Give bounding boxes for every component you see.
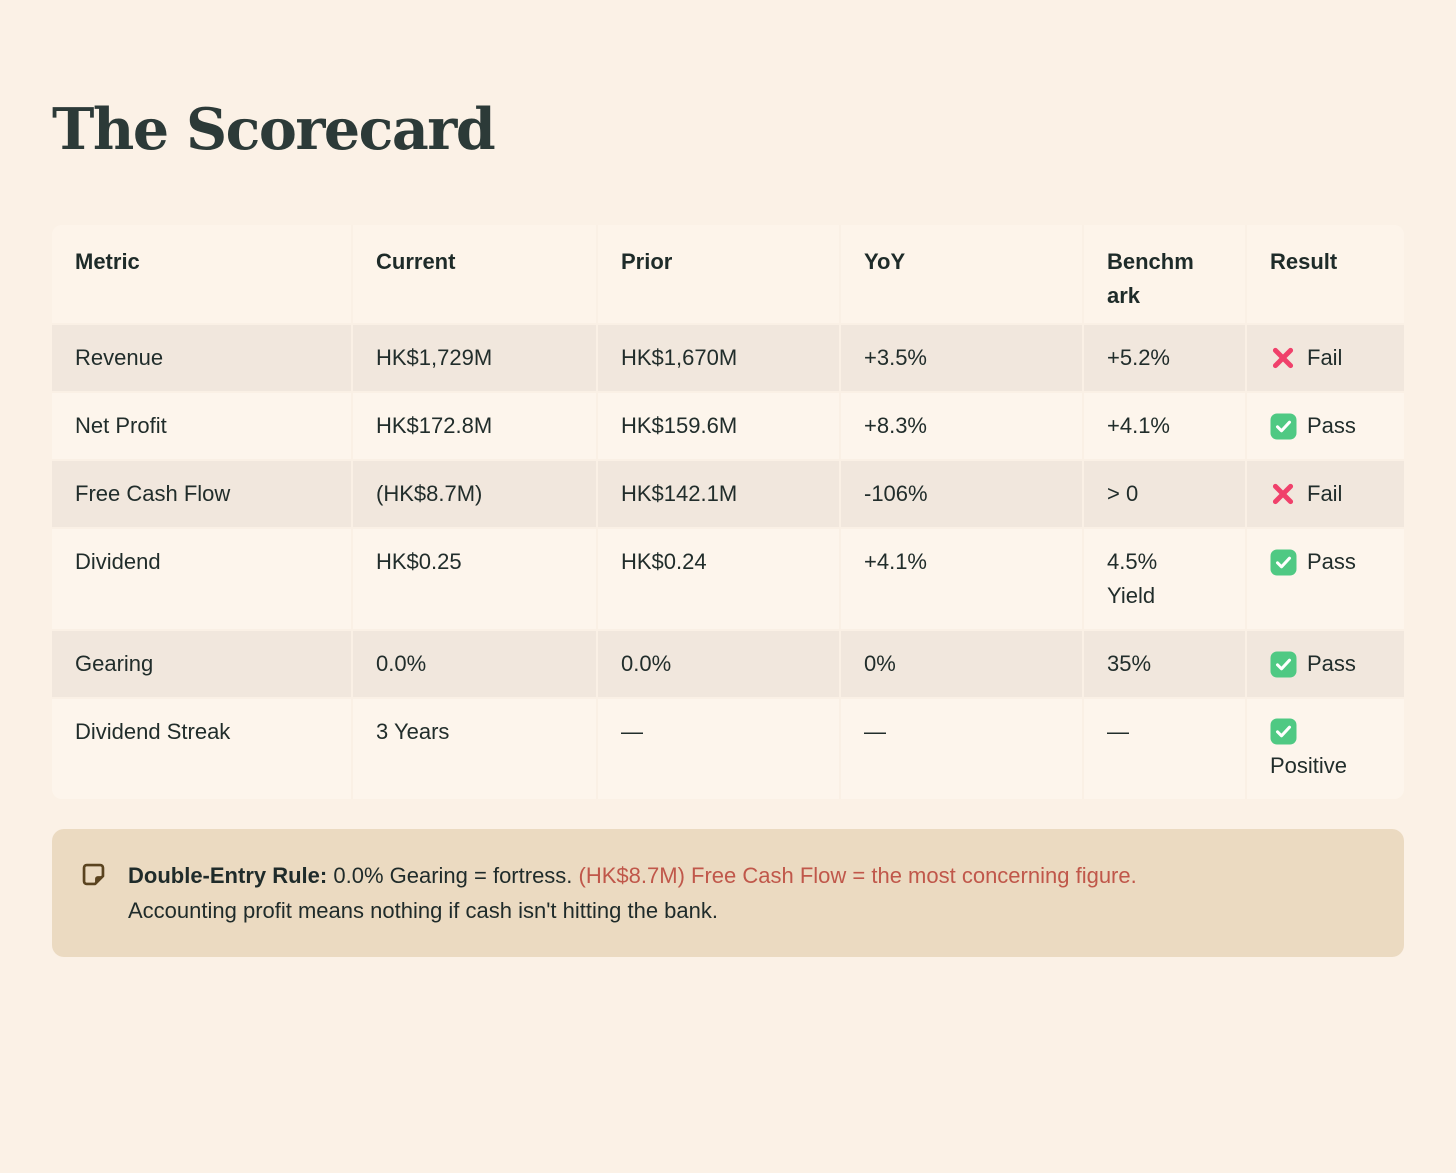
current-cell: (HK$8.7M) bbox=[351, 459, 596, 527]
current-cell: HK$172.8M bbox=[351, 391, 596, 459]
scorecard-table: Metric Current Prior YoY Benchmark Resul… bbox=[52, 225, 1404, 799]
column-header-current: Current bbox=[351, 225, 596, 323]
benchmark-value: > 0 bbox=[1107, 481, 1139, 506]
result-badge: Pass bbox=[1270, 647, 1390, 681]
benchmark-value: 35% bbox=[1107, 651, 1152, 676]
table-row-free-cash-flow: Free Cash Flow (HK$8.7M) HK$142.1M -106%… bbox=[52, 459, 1404, 527]
column-header-prior: Prior bbox=[596, 225, 839, 323]
benchmark-value: 4.5% Yield bbox=[1107, 549, 1158, 608]
sticky-note-icon bbox=[80, 861, 107, 888]
metric-cell: Dividend bbox=[52, 527, 351, 629]
table-row-gearing: Gearing 0.0% 0.0% 0% 35% Pass bbox=[52, 629, 1404, 697]
benchmark-value: +4.1% bbox=[1107, 413, 1170, 438]
page-title: The Scorecard bbox=[52, 96, 496, 163]
metric-cell: Free Cash Flow bbox=[52, 459, 351, 527]
scorecard-table-container: Metric Current Prior YoY Benchmark Resul… bbox=[52, 225, 1404, 799]
benchmark-cell: > 0 bbox=[1082, 459, 1245, 527]
check-icon bbox=[1270, 718, 1297, 745]
metric-cell: Revenue bbox=[52, 323, 351, 391]
table-row-dividend: Dividend HK$0.25 HK$0.24 +4.1% 4.5% Yiel… bbox=[52, 527, 1404, 629]
prior-cell: 0.0% bbox=[596, 629, 839, 697]
yoy-cell: — bbox=[839, 697, 1082, 799]
yoy-cell: +4.1% bbox=[839, 527, 1082, 629]
current-cell: HK$1,729M bbox=[351, 323, 596, 391]
metric-cell: Dividend Streak bbox=[52, 697, 351, 799]
check-icon bbox=[1270, 413, 1297, 440]
callout-body-1: 0.0% Gearing = fortress. bbox=[333, 863, 573, 888]
check-icon bbox=[1270, 651, 1297, 678]
current-cell: 0.0% bbox=[351, 629, 596, 697]
result-badge: Fail bbox=[1270, 341, 1390, 375]
callout-warning-text: (HK$8.7M) Free Cash Flow = the most conc… bbox=[578, 863, 1137, 888]
column-header-result: Result bbox=[1245, 225, 1404, 323]
result-label: Fail bbox=[1307, 345, 1343, 370]
result-cell: Positive bbox=[1245, 697, 1404, 799]
result-badge: Fail bbox=[1270, 477, 1390, 511]
benchmark-cell: — bbox=[1082, 697, 1245, 799]
prior-cell: HK$0.24 bbox=[596, 527, 839, 629]
result-badge: Pass bbox=[1270, 409, 1390, 443]
column-header-metric: Metric bbox=[52, 225, 351, 323]
yoy-cell: +8.3% bbox=[839, 391, 1082, 459]
table-row-net-profit: Net Profit HK$172.8M HK$159.6M +8.3% +4.… bbox=[52, 391, 1404, 459]
benchmark-cell: 4.5% Yield bbox=[1082, 527, 1245, 629]
column-header-yoy: YoY bbox=[839, 225, 1082, 323]
check-icon bbox=[1270, 549, 1297, 576]
table-row-dividend-streak: Dividend Streak 3 Years — — — Positive bbox=[52, 697, 1404, 799]
result-badge: Pass bbox=[1270, 545, 1390, 579]
table-row-revenue: Revenue HK$1,729M HK$1,670M +3.5% +5.2% … bbox=[52, 323, 1404, 391]
column-header-benchmark: Benchmark bbox=[1082, 225, 1245, 323]
result-label: Pass bbox=[1307, 413, 1356, 438]
prior-cell: HK$159.6M bbox=[596, 391, 839, 459]
current-cell: 3 Years bbox=[351, 697, 596, 799]
callout-body-2: Accounting profit means nothing if cash … bbox=[128, 898, 718, 923]
table-header-row: Metric Current Prior YoY Benchmark Resul… bbox=[52, 225, 1404, 323]
result-cell: Fail bbox=[1245, 323, 1404, 391]
metric-cell: Net Profit bbox=[52, 391, 351, 459]
callout-label: Double-Entry Rule: bbox=[128, 863, 328, 888]
callout-text: Double-Entry Rule: 0.0% Gearing = fortre… bbox=[128, 858, 1137, 928]
yoy-cell: 0% bbox=[839, 629, 1082, 697]
result-label: Positive bbox=[1270, 753, 1348, 778]
result-badge: Positive bbox=[1270, 718, 1390, 783]
prior-cell: HK$142.1M bbox=[596, 459, 839, 527]
result-label: Pass bbox=[1307, 549, 1356, 574]
column-header-benchmark-label: Benchmark bbox=[1107, 249, 1194, 308]
current-cell: HK$0.25 bbox=[351, 527, 596, 629]
benchmark-value: +5.2% bbox=[1107, 345, 1170, 370]
benchmark-cell: +4.1% bbox=[1082, 391, 1245, 459]
yoy-cell: +3.5% bbox=[839, 323, 1082, 391]
metric-cell: Gearing bbox=[52, 629, 351, 697]
yoy-cell: -106% bbox=[839, 459, 1082, 527]
benchmark-cell: +5.2% bbox=[1082, 323, 1245, 391]
cross-icon bbox=[1270, 481, 1297, 508]
result-cell: Fail bbox=[1245, 459, 1404, 527]
page-content: The Scorecard Metric Current Prior YoY B… bbox=[0, 96, 1456, 957]
cross-icon bbox=[1270, 345, 1297, 372]
result-cell: Pass bbox=[1245, 527, 1404, 629]
result-cell: Pass bbox=[1245, 629, 1404, 697]
prior-cell: — bbox=[596, 697, 839, 799]
result-cell: Pass bbox=[1245, 391, 1404, 459]
prior-cell: HK$1,670M bbox=[596, 323, 839, 391]
benchmark-cell: 35% bbox=[1082, 629, 1245, 697]
benchmark-value: — bbox=[1107, 719, 1129, 744]
callout-note: Double-Entry Rule: 0.0% Gearing = fortre… bbox=[52, 829, 1404, 957]
result-label: Fail bbox=[1307, 481, 1343, 506]
result-label: Pass bbox=[1307, 651, 1356, 676]
